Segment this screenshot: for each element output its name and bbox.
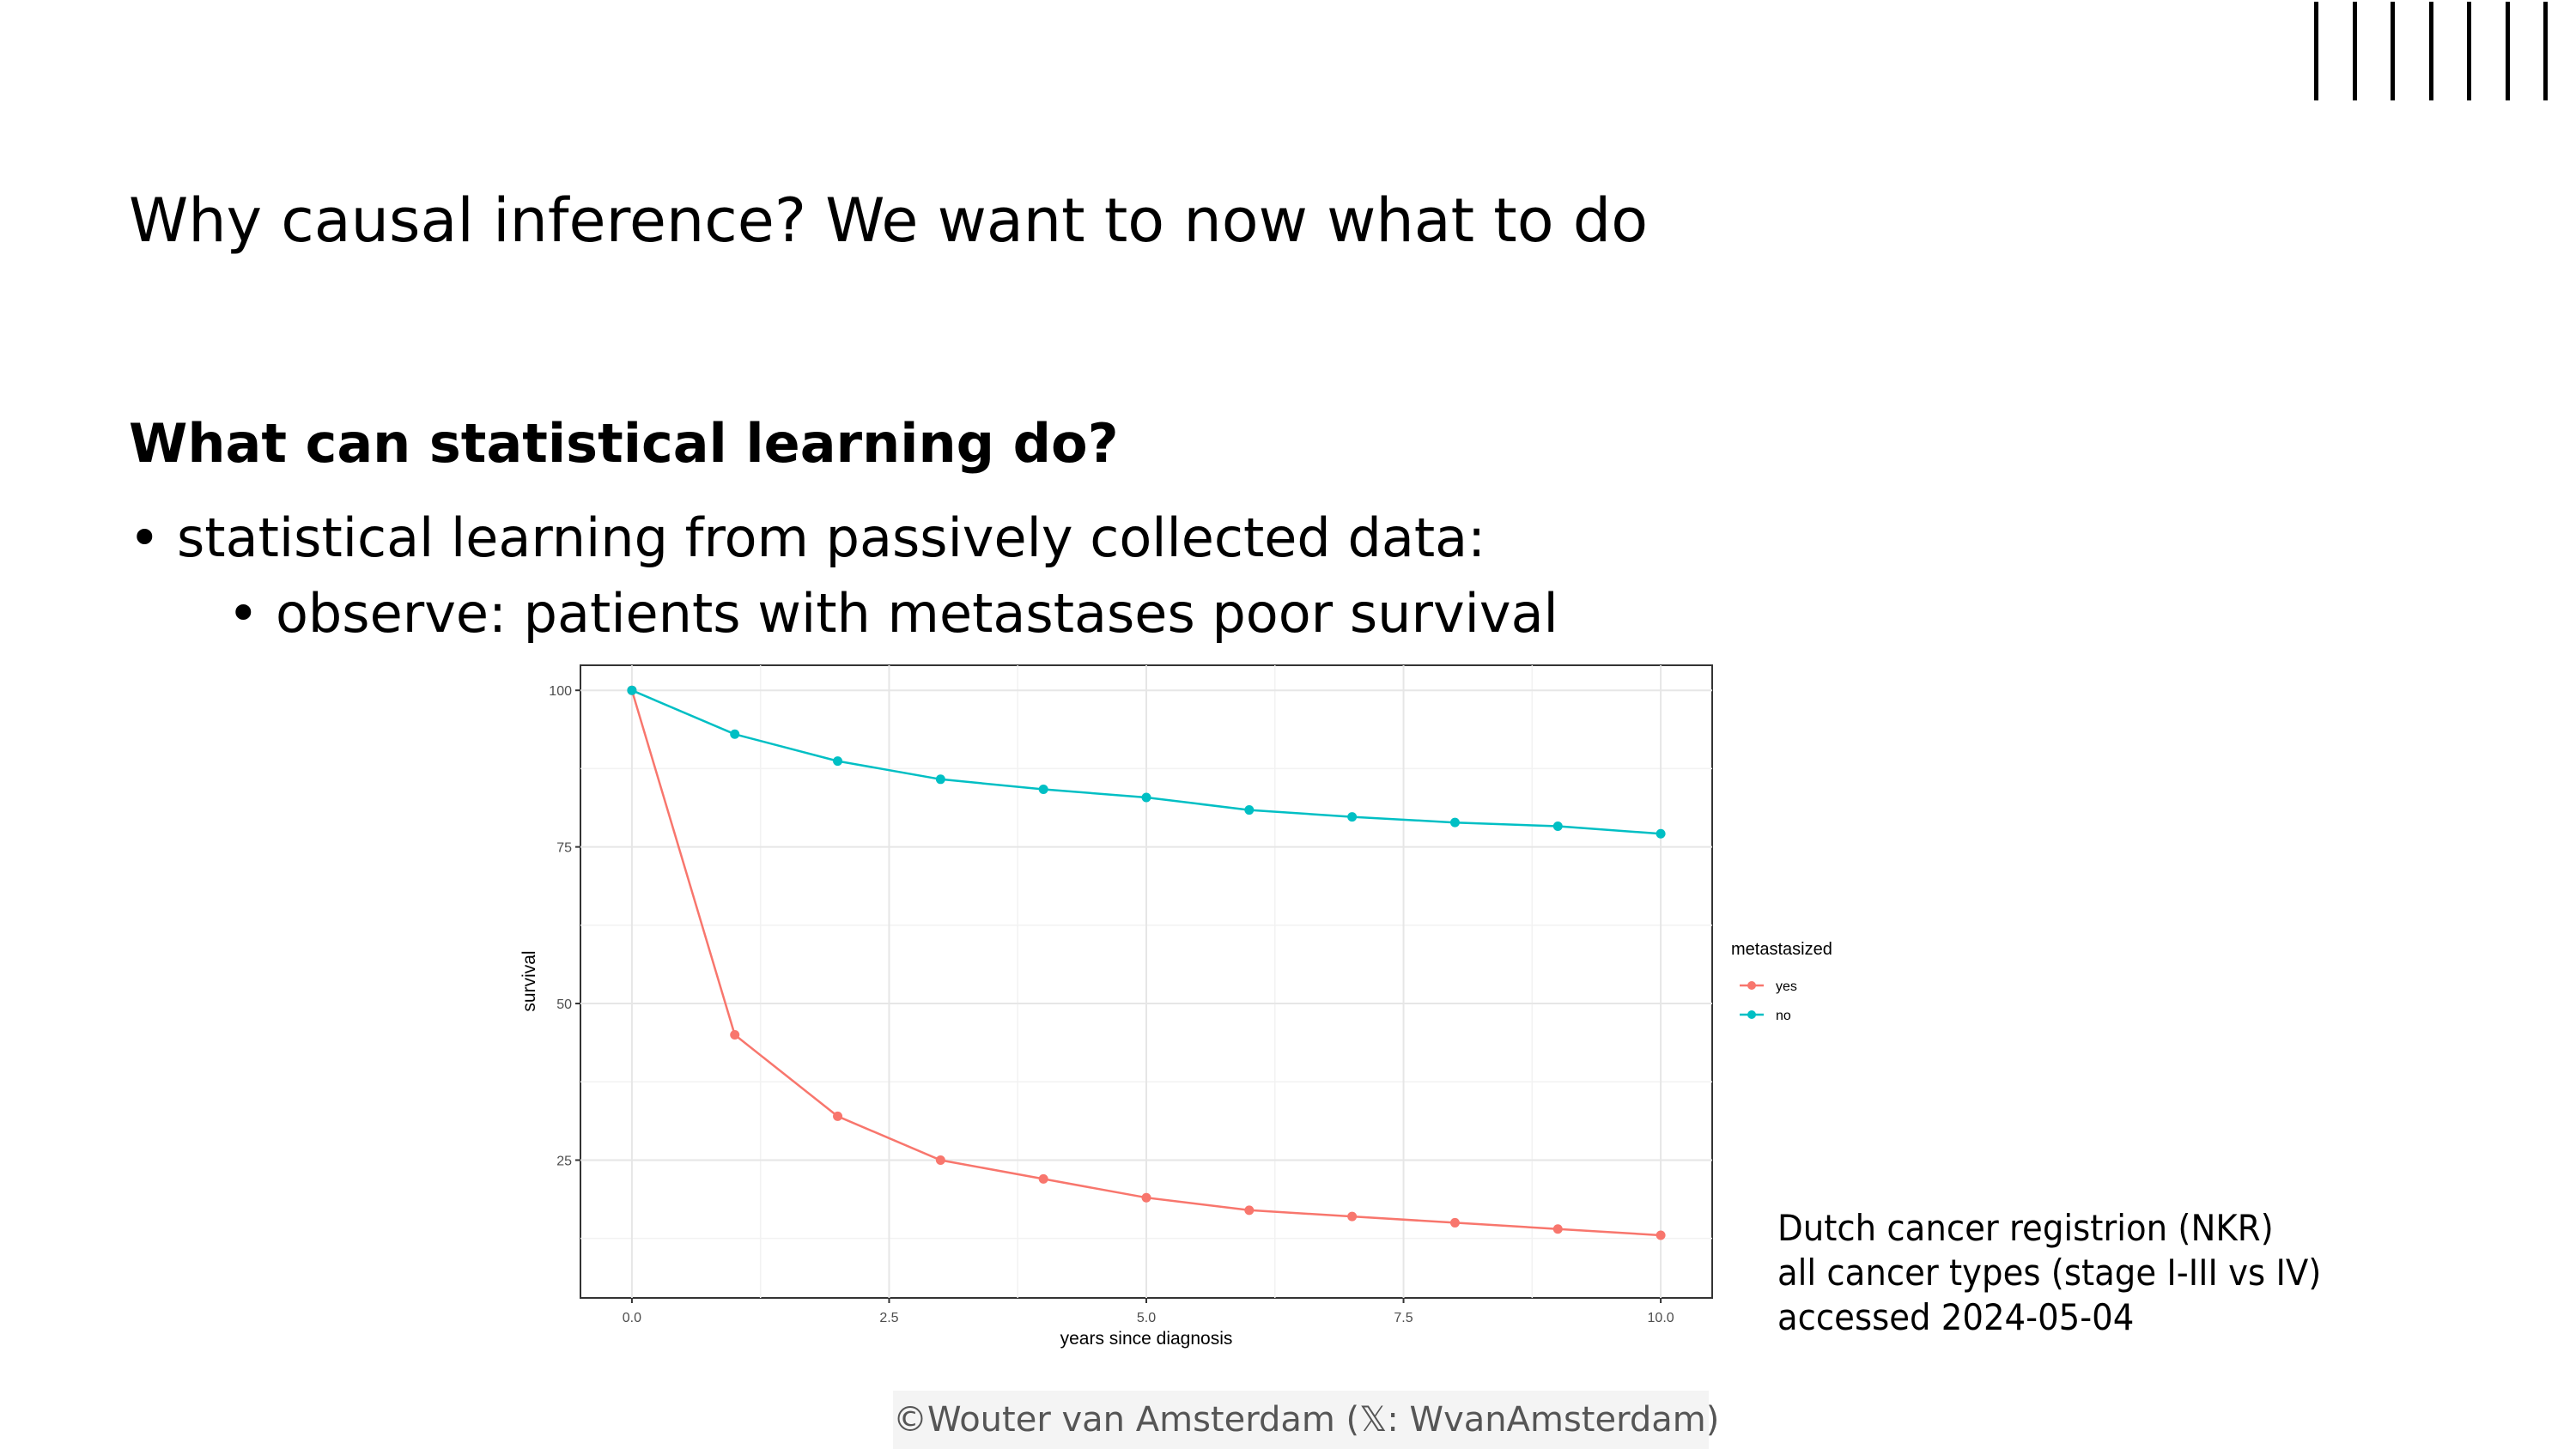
source-note: Dutch cancer registrion (NKR) all cancer…	[1777, 1206, 2321, 1340]
legend-items: yes no	[1740, 979, 1797, 1023]
x-axis-label: years since diagnosis	[1060, 1329, 1233, 1349]
decorative-bars	[2293, 0, 2576, 103]
data-point-yes	[833, 1111, 843, 1121]
y-tick-label: 75	[556, 841, 572, 856]
decorative-bar	[2352, 2, 2357, 100]
y-axis: 25 50 75 100	[549, 684, 580, 1168]
section-heading: What can statistical learning do?	[129, 412, 1119, 475]
survival-chart: 0.0 2.5 5.0 7.5 10.0 25 50 75 100 years since d…	[498, 652, 1872, 1365]
x-tick-label: 10.0	[1648, 1311, 1674, 1325]
bullet-icon: •	[228, 582, 259, 645]
data-point-yes	[1141, 1192, 1151, 1203]
decorative-bar	[2543, 2, 2548, 100]
x-axis: 0.0 2.5 5.0 7.5 10.0	[623, 1298, 1674, 1325]
data-point-no	[1449, 817, 1460, 828]
bullet-item-level-2: • observe: patients with metastases poor …	[228, 582, 1558, 646]
data-point-no	[833, 756, 843, 767]
data-point-no	[1656, 828, 1666, 839]
x-tick-label: 5.0	[1137, 1311, 1156, 1325]
y-tick-label: 25	[556, 1154, 572, 1168]
x-tick-label: 2.5	[879, 1311, 898, 1325]
decorative-bar	[2428, 2, 2433, 100]
data-point-yes	[1449, 1217, 1460, 1228]
x-tick-label: 0.0	[623, 1311, 641, 1325]
data-point-no	[1347, 812, 1358, 822]
decorative-bar	[2467, 2, 2471, 100]
data-point-yes	[1552, 1224, 1563, 1234]
data-point-yes	[1347, 1211, 1358, 1222]
data-point-no	[1038, 784, 1048, 794]
source-line-registry: Dutch cancer registrion (NKR)	[1777, 1207, 2274, 1249]
source-line-cancer-types: all cancer types (stage I-III vs IV)	[1777, 1252, 2322, 1294]
footer-credit: ©Wouter van Amsterdam (𝕏: WvanAmsterdam)	[893, 1400, 1720, 1440]
decorative-bar	[2314, 2, 2318, 100]
bullet-text: statistical learning from passively coll…	[177, 506, 1486, 569]
bullet-text: observe: patients with metastases poor s…	[276, 582, 1558, 645]
data-point-no	[1552, 822, 1563, 832]
source-line-accessed: accessed 2024-05-04	[1777, 1296, 2135, 1338]
x-tick-label: 7.5	[1394, 1311, 1413, 1325]
data-point-no	[627, 685, 637, 695]
bullet-icon: •	[129, 506, 161, 569]
y-axis-label: survival	[519, 950, 539, 1011]
data-point-yes	[1244, 1205, 1255, 1216]
footer: ©Wouter van Amsterdam (𝕏: WvanAmsterdam)	[893, 1391, 1719, 1449]
survival-chart-svg: 0.0 2.5 5.0 7.5 10.0 25 50 75 100 years since d…	[519, 664, 1832, 1349]
y-tick-label: 50	[556, 997, 572, 1012]
legend-key-point	[1747, 981, 1756, 990]
slide-title: Why causal inference? We want to now wha…	[129, 185, 1649, 256]
legend-label: yes	[1776, 979, 1797, 994]
data-point-no	[935, 774, 945, 785]
data-point-no	[1244, 805, 1255, 815]
legend-key-point	[1747, 1010, 1756, 1019]
y-tick-label: 100	[549, 684, 572, 699]
series-layer	[627, 685, 1666, 1240]
legend-label: no	[1776, 1009, 1791, 1023]
decorative-bar	[2505, 2, 2510, 100]
bullet-item-level-1: • statistical learning from passively col…	[129, 506, 1485, 570]
data-point-yes	[1656, 1230, 1666, 1240]
data-point-yes	[935, 1155, 945, 1165]
data-point-yes	[730, 1030, 740, 1040]
data-point-no	[730, 729, 740, 739]
data-point-yes	[1038, 1173, 1048, 1184]
legend: metastasized yes no	[1731, 940, 1832, 1023]
data-point-no	[1141, 792, 1151, 803]
decorative-bar	[2391, 2, 2395, 100]
legend-title: metastasized	[1731, 940, 1832, 959]
